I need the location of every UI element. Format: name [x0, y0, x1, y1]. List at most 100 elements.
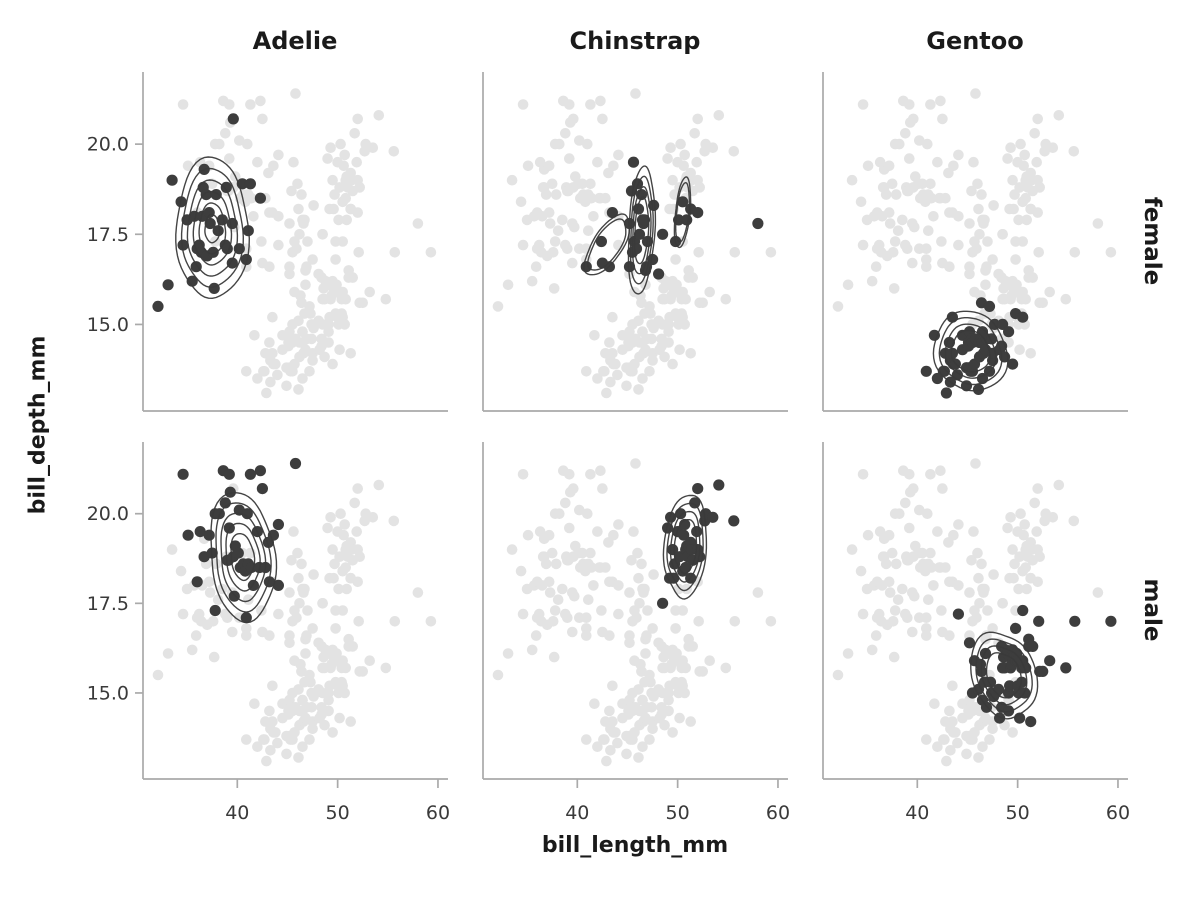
- density-contour: [669, 510, 701, 583]
- background-point: [284, 587, 295, 598]
- background-point: [1020, 562, 1031, 573]
- background-point: [637, 741, 648, 752]
- background-point: [557, 583, 568, 595]
- background-point: [608, 529, 619, 541]
- background-point: [273, 211, 284, 222]
- background-point: [597, 483, 608, 494]
- background-point: [267, 716, 278, 727]
- highlight-point: [1037, 665, 1049, 678]
- background-point: [974, 598, 985, 609]
- background-point: [1092, 587, 1104, 598]
- background-point: [517, 239, 529, 251]
- background-point: [936, 236, 947, 247]
- background-point: [971, 243, 982, 254]
- background-point: [294, 229, 305, 240]
- background-point: [1002, 153, 1013, 164]
- background-point: [977, 741, 988, 752]
- background-point: [1068, 146, 1080, 157]
- background-point: [667, 727, 678, 738]
- background-point: [1029, 497, 1040, 509]
- background-point: [729, 247, 741, 258]
- highlight-point: [166, 174, 178, 186]
- background-point: [948, 160, 959, 172]
- background-point: [317, 229, 328, 240]
- background-point: [884, 587, 896, 598]
- background-point: [1047, 512, 1059, 523]
- background-point: [517, 608, 529, 620]
- x-tick-label: 50: [1006, 802, 1030, 824]
- background-point: [940, 562, 951, 573]
- background-point: [338, 160, 350, 172]
- background-point: [1047, 142, 1059, 153]
- background-point: [353, 616, 365, 627]
- background-point: [984, 734, 995, 745]
- background-point: [921, 630, 932, 641]
- background-point: [241, 734, 252, 745]
- background-point: [288, 156, 299, 168]
- highlight-point: [680, 561, 692, 574]
- background-point: [543, 576, 555, 588]
- background-point: [162, 648, 174, 659]
- background-point: [293, 203, 304, 215]
- background-point: [667, 358, 678, 370]
- density-contour: [950, 329, 991, 373]
- background-point: [349, 128, 361, 139]
- background-point: [554, 138, 565, 150]
- background-point: [846, 174, 858, 186]
- background-point: [964, 261, 975, 273]
- background-point: [526, 644, 538, 656]
- background-point: [973, 752, 984, 763]
- background-point: [324, 311, 335, 323]
- background-point: [752, 587, 764, 598]
- background-point: [595, 95, 606, 107]
- background-point: [349, 497, 361, 509]
- background-point: [921, 734, 932, 745]
- highlight-point: [678, 529, 690, 541]
- background-point: [628, 526, 639, 537]
- background-point: [267, 311, 278, 323]
- background-point: [1029, 128, 1040, 139]
- background-point: [871, 207, 883, 218]
- background-point: [367, 512, 379, 523]
- highlight-point: [177, 239, 189, 251]
- background-point: [347, 272, 359, 283]
- background-point: [592, 156, 603, 168]
- background-point: [334, 182, 345, 193]
- background-point: [607, 680, 618, 692]
- background-point: [224, 99, 235, 110]
- background-point: [550, 189, 562, 200]
- background-point: [932, 741, 943, 752]
- background-point: [502, 279, 514, 291]
- highlight-point: [228, 590, 240, 602]
- highlight-point: [219, 497, 231, 509]
- background-point: [357, 297, 369, 309]
- background-point: [1032, 113, 1043, 125]
- background-point: [273, 608, 284, 620]
- y-tick-label: 17.5: [87, 593, 129, 615]
- background-point: [322, 522, 333, 534]
- background-point: [608, 160, 619, 172]
- background-point: [573, 178, 584, 190]
- background-point: [582, 138, 593, 150]
- background-point: [581, 630, 592, 641]
- background-point: [1053, 479, 1065, 491]
- background-point: [613, 608, 624, 620]
- highlight-point: [963, 637, 976, 649]
- background-point: [339, 149, 351, 161]
- background-point: [589, 698, 600, 709]
- highlight-point: [692, 207, 704, 219]
- background-point: [857, 469, 869, 480]
- background-point: [284, 637, 295, 649]
- background-point: [323, 337, 334, 348]
- background-point: [889, 236, 901, 247]
- background-point: [670, 254, 681, 265]
- background-point: [585, 99, 596, 110]
- background-point: [294, 598, 305, 609]
- background-point: [953, 580, 964, 591]
- background-point: [944, 576, 955, 588]
- density-contour: [970, 631, 1039, 720]
- background-point: [693, 616, 704, 627]
- background-point: [286, 185, 297, 197]
- background-point: [972, 547, 983, 559]
- background-point: [707, 142, 719, 153]
